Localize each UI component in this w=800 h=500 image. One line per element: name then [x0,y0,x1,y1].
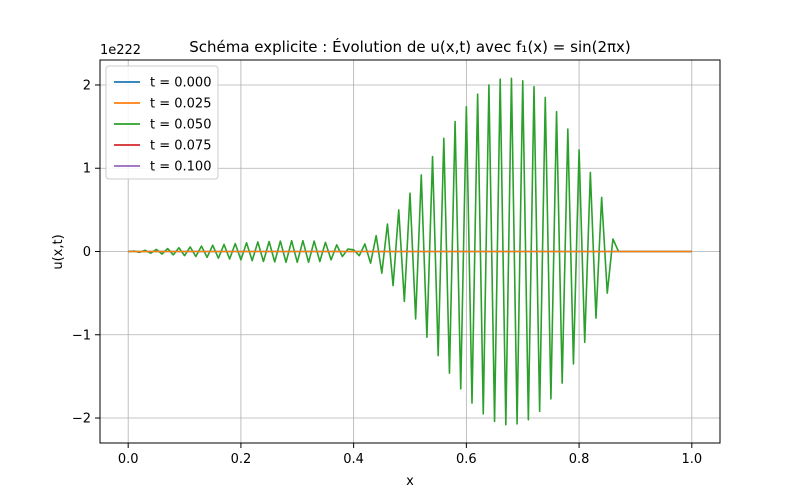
legend-entry: t = 0.000 [150,76,211,91]
x-tick-label: 0.6 [456,452,477,467]
legend-entry: t = 0.025 [150,97,211,112]
y-axis-label: u(x,t) [51,234,66,269]
x-axis-label: x [406,474,414,489]
x-tick-label: 0.4 [343,452,364,467]
y-tick-label: −1 [72,328,91,343]
x-axis: 0.0 0.2 0.4 0.6 0.8 1.0 [118,443,702,467]
x-tick-label: 0.0 [118,452,139,467]
x-tick-label: 1.0 [681,452,702,467]
legend: t = 0.000 t = 0.025 t = 0.050 t = 0.075 t = … [105,65,219,180]
y-axis: −2 −1 0 1 2 [72,78,100,427]
y-offset-label: 1e222 [100,43,141,58]
y-tick-label: 0 [83,245,91,260]
y-tick-label: −2 [72,412,91,427]
x-tick-label: 0.8 [569,452,590,467]
legend-entry: t = 0.100 [150,160,211,175]
y-tick-label: 1 [83,162,91,177]
x-tick-label: 0.2 [231,452,252,467]
legend-box [105,65,219,180]
y-tick-label: 2 [83,78,91,93]
series-layer [128,77,692,426]
legend-entry: t = 0.050 [150,118,211,133]
chart-title: Schéma explicite : Évolution de u(x,t) a… [189,37,631,56]
series-line-2 [128,77,692,426]
legend-entry: t = 0.075 [150,139,211,154]
